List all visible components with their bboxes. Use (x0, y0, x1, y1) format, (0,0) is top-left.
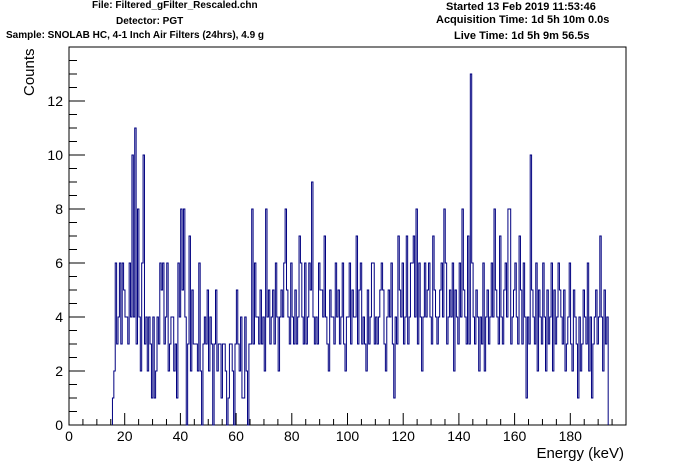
y-axis: 0 2 4 6 8 10 12 (47, 46, 85, 433)
x-tick-label: 140 (447, 428, 471, 444)
y-tick-label: 8 (55, 201, 63, 217)
y-axis-label: Counts (21, 48, 38, 96)
y-tick-label: 4 (55, 309, 63, 325)
acquisition-time-label: Acquisition Time: 1d 5h 10m 0.0s (436, 14, 610, 26)
detector-label: Detector: PGT (116, 16, 184, 27)
y-tick-label: 12 (47, 93, 63, 109)
spectrum-line (111, 73, 609, 426)
x-axis: 0 20 40 60 80 100 120 140 160 180 (65, 413, 627, 444)
x-tick-label: 60 (228, 428, 244, 444)
x-tick-label: 160 (503, 428, 527, 444)
file-name-label: File: Filtered_gFilter_Rescaled.chn (92, 0, 258, 11)
live-time-label: Live Time: 1d 5h 9m 56.5s (454, 30, 590, 42)
y-tick-label: 2 (55, 363, 63, 379)
sample-label: Sample: SNOLAB HC, 4-1 Inch Air Filters … (6, 30, 265, 41)
x-tick-label: 100 (336, 428, 360, 444)
y-tick-label: 0 (55, 417, 63, 433)
y-tick-label: 6 (55, 255, 63, 271)
x-tick-label: 0 (65, 428, 73, 444)
start-time-label: Started 13 Feb 2019 11:53:46 (446, 1, 596, 13)
x-axis-label: Energy (keV) (536, 445, 624, 462)
x-tick-label: 40 (173, 428, 189, 444)
x-tick-label: 120 (392, 428, 416, 444)
y-tick-label: 10 (47, 147, 63, 163)
x-tick-label: 180 (559, 428, 583, 444)
x-tick-label: 80 (284, 428, 300, 444)
x-tick-label: 20 (117, 428, 133, 444)
